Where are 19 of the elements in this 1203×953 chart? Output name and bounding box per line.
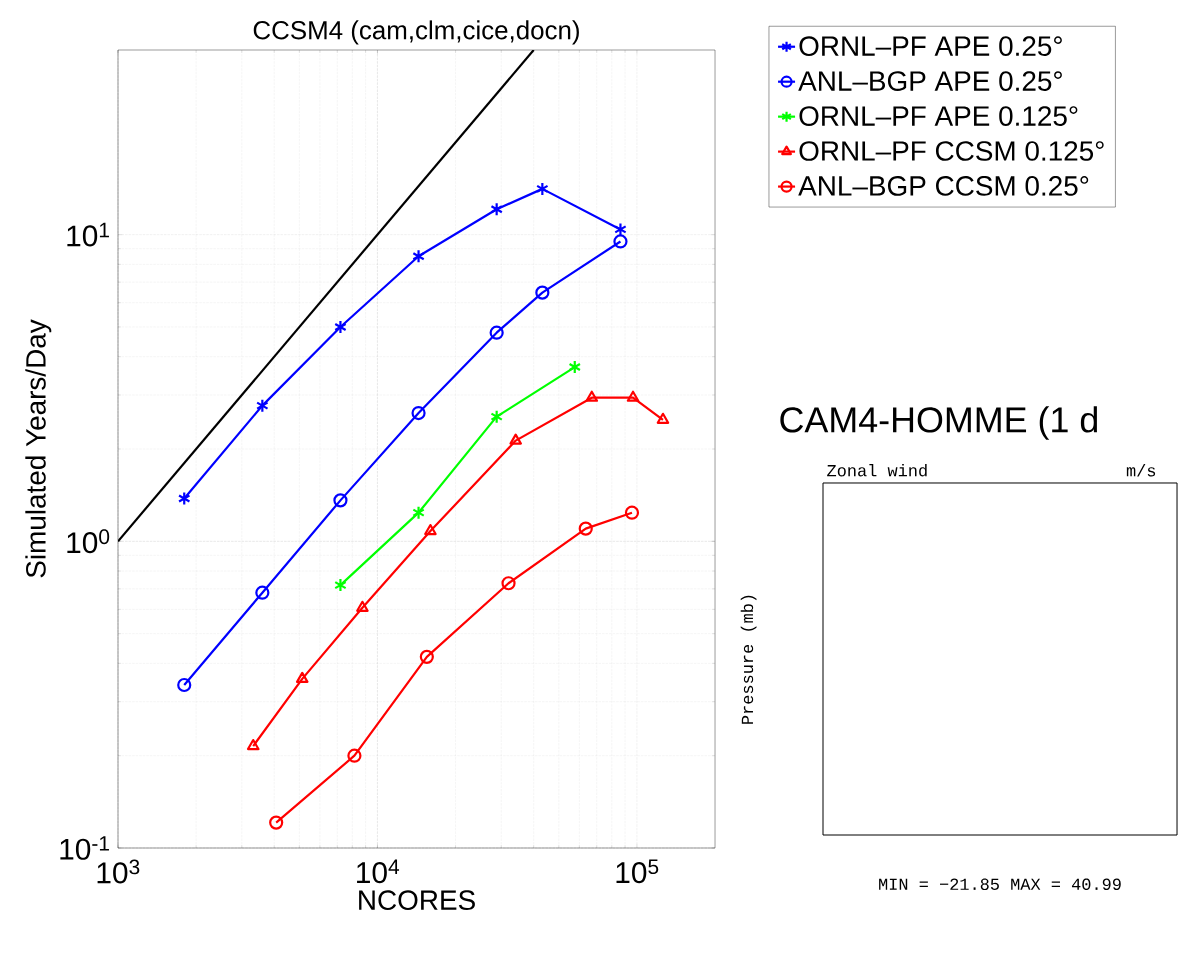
legend-label: ORNL–PF APE 0.25°: [799, 36, 1062, 56]
y-tick-label: 10$^{0}$: [67, 529, 110, 554]
text: CAM4-HOMME (1 d: [780, 406, 1097, 440]
x-tick-label: 10$^{3}$: [97, 859, 140, 884]
legend-label: ANL–BGP APE 0.25°: [798, 71, 1062, 91]
x-tick-label: 10$^{5}$: [616, 859, 659, 884]
legend-label: ORNL–PF CCSM 0.125°: [799, 141, 1104, 161]
x-tick-label: 10$^{4}$: [357, 859, 400, 884]
y-tick-label: 10$^{-1}$: [60, 836, 109, 860]
text: MIN = −21.85 MAX = 40.99: [879, 878, 1121, 891]
text: m/s: [1126, 464, 1156, 477]
y-axis-title: Simulated Years/Day: [25, 319, 52, 578]
x-axis-title: NCORES: [359, 890, 475, 910]
text: Pressure (mb): [740, 595, 757, 724]
text: Zonal wind: [827, 463, 927, 477]
chart-title: CCSM4 (cam,clm,cice,docn): [253, 20, 579, 45]
legend-label: ANL–BGP CCSM 0.25°: [798, 176, 1089, 196]
y-tick-label: 10$^{1}$: [67, 222, 109, 247]
legend-label: ORNL–PF APE 0.125°: [799, 106, 1078, 126]
